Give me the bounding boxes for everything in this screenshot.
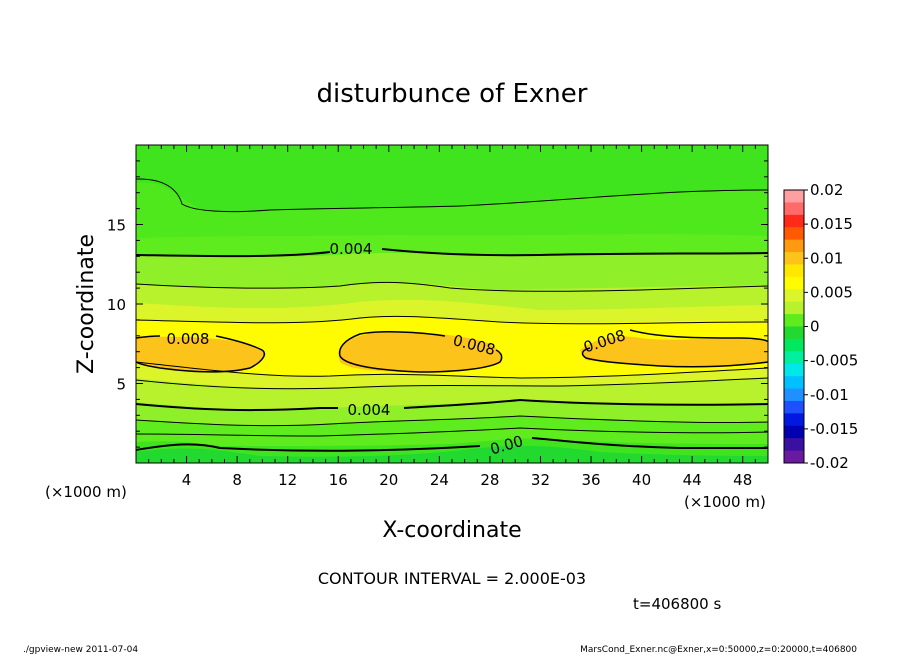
x-tick-label: 44 (683, 471, 702, 489)
y-tick-label: 15 (107, 217, 126, 235)
x-tick-label: 16 (329, 471, 348, 489)
chart-title: disturbunce of Exner (317, 79, 588, 109)
x-axis-label: X-coordinate (382, 518, 521, 543)
contour-line-004-upper (136, 248, 768, 258)
colorbar-band (784, 425, 804, 439)
contour-label-004-upper: 0.004 (330, 240, 373, 258)
colorbar-band (784, 214, 804, 228)
colorbar-band (784, 239, 804, 253)
colorbar: 0.02 0.015 0.01 0.005 0 -0.005 -0.01 -0.015 -0.0… (783, 181, 858, 472)
x-unit-right: (×1000 m) (684, 493, 766, 511)
patch-right (580, 336, 768, 367)
colorbar-band (784, 351, 804, 365)
contour-label-008-left: 0.008 (167, 330, 210, 348)
colorbar-band (784, 363, 804, 377)
colorbar-label: -0.005 (810, 352, 858, 370)
x-tick-label: 40 (632, 471, 651, 489)
contour-line-lower-1 (136, 361, 768, 379)
colorbar-band (784, 314, 804, 327)
colorbar-label: 0.005 (810, 283, 853, 301)
footer-right: MarsCond_Exner.nc@Exner,x=0:50000,z=0:20… (580, 645, 857, 654)
y-axis: 5 10 15 (107, 160, 768, 448)
colorbar-band (784, 413, 804, 427)
colorbar-band (784, 388, 804, 402)
contour-line-004-lower (136, 398, 768, 412)
colorbar-band (784, 438, 804, 452)
x-tick-label: 48 (733, 471, 752, 489)
patch-middle (338, 332, 501, 372)
colorbar-label: 0 (810, 318, 820, 336)
x-tick-label: 4 (182, 471, 192, 489)
x-tick-label: 36 (581, 471, 600, 489)
contour-line-008-right (581, 329, 768, 368)
colorbar-band (784, 264, 804, 278)
x-tick-label: 8 (232, 471, 242, 489)
x-unit-left: (×1000 m) (45, 483, 127, 501)
colorbar-band (784, 289, 804, 303)
colorbar-label: 0.015 (810, 215, 853, 233)
contour-line-lower-2 (136, 377, 768, 390)
y-tick-label: 10 (107, 296, 126, 314)
x-tick-label: 28 (480, 471, 499, 489)
contour-line-top (136, 178, 768, 213)
contour-line-000 (136, 437, 768, 452)
colorbar-band (784, 450, 804, 464)
colorbar-band (784, 400, 804, 414)
contour-line-bottom-1 (136, 427, 768, 437)
colorbar-band (784, 301, 804, 315)
contour-line-lower-3 (136, 415, 768, 427)
contour-line-008-middle (338, 331, 503, 373)
time-text: t=406800 s (633, 595, 721, 613)
y-tick-label: 5 (116, 376, 126, 394)
colorbar-label: -0.02 (810, 454, 849, 472)
contour-label-004-lower: 0.004 (348, 401, 391, 419)
y-axis-label: Z-coordinate (74, 234, 99, 374)
colorbar-band (784, 326, 804, 340)
contour-field (136, 145, 768, 463)
x-tick-label: 32 (531, 471, 550, 489)
x-tick-label: 12 (278, 471, 297, 489)
x-axis: 4 8 12 16 20 24 28 32 36 40 44 48 (148, 145, 756, 489)
colorbar-band (784, 338, 804, 352)
contour-line-upper-1 (136, 315, 768, 325)
x-tick-label: 24 (430, 471, 449, 489)
colorbar-band (784, 276, 804, 290)
colorbar-label: -0.015 (810, 420, 858, 438)
colorbar-band (784, 376, 804, 390)
colorbar-band (784, 202, 804, 216)
colorbar-band (784, 252, 804, 265)
patch-left (136, 336, 266, 373)
footer-left: ./gpview-new 2011-07-04 (23, 645, 138, 654)
band-b6 (136, 445, 768, 463)
contour-line-008-left (136, 335, 266, 373)
colorbar-band (784, 190, 804, 203)
contour-line-upper-2 (136, 281, 768, 292)
colorbar-label: -0.01 (810, 386, 849, 404)
contour-interval-text: CONTOUR INTERVAL = 2.000E-03 (318, 569, 586, 588)
colorbar-label: 0.01 (810, 249, 843, 267)
x-tick-label: 20 (379, 471, 398, 489)
contour-lines (136, 178, 768, 452)
colorbar-band (784, 227, 804, 241)
colorbar-label: 0.02 (810, 181, 843, 199)
